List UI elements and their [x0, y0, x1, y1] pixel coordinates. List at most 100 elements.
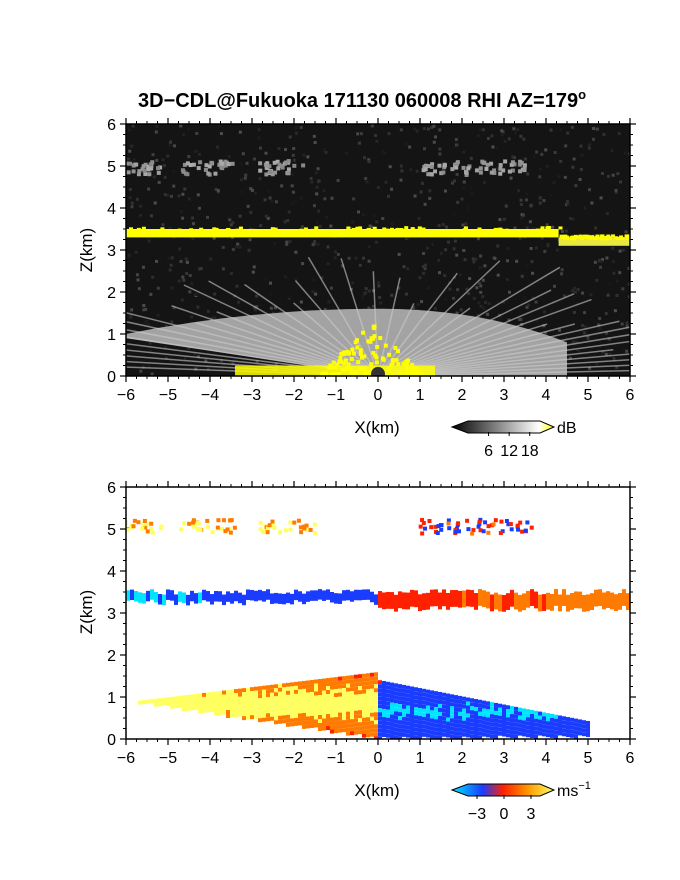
noise-pixel — [583, 206, 587, 210]
noise-pixel — [375, 220, 379, 224]
noise-pixel — [581, 324, 585, 328]
velocity-cell — [358, 694, 362, 699]
noise-pixel — [581, 291, 585, 295]
noise-pixel — [490, 134, 494, 138]
velocity-cell — [374, 700, 378, 705]
velocity-cell — [330, 689, 334, 694]
noise-pixel — [334, 250, 338, 254]
velocity-cell — [382, 680, 386, 685]
velocity-colorbar-bar — [450, 783, 556, 797]
noise-pixel — [142, 308, 146, 312]
noise-pixel — [178, 255, 182, 259]
velocity-cell — [378, 724, 382, 729]
velocity-cell — [322, 718, 326, 723]
noise-pixel — [187, 155, 191, 159]
velocity-cell — [486, 709, 490, 714]
reflectivity-patch — [466, 166, 471, 171]
noise-pixel — [448, 287, 452, 291]
x-tick-label: 0 — [374, 750, 383, 767]
velocity-cell — [322, 710, 326, 715]
velocity-patch-cell — [232, 525, 237, 530]
velocity-cell — [278, 687, 282, 692]
velocity-cell — [394, 723, 398, 728]
reflectivity-patch — [464, 171, 469, 176]
noise-pixel — [312, 278, 316, 282]
velocity-cell — [494, 706, 498, 711]
velocity-cell — [214, 691, 218, 696]
velocity-cell — [514, 722, 518, 727]
velocity-cell — [378, 688, 382, 693]
colorbar-tick-label: 0 — [500, 806, 509, 823]
velocity-patch-cell — [477, 521, 482, 526]
velocity-cell — [414, 707, 418, 712]
reflectivity-patch — [423, 167, 428, 172]
reflectivity-ray — [377, 272, 458, 376]
colorbar-tick-label: −3 — [468, 806, 486, 823]
velocity-layer-cell — [302, 593, 306, 605]
velocity-cell — [470, 706, 474, 711]
velocity-cell — [486, 717, 490, 722]
velocity-cell — [290, 682, 294, 687]
velocity-cell — [382, 716, 386, 721]
velocity-cell — [362, 725, 366, 730]
noise-pixel — [128, 188, 132, 192]
reflectivity-patch — [218, 159, 223, 164]
noise-pixel — [454, 138, 458, 142]
velocity-layer-cell — [374, 594, 378, 605]
y-tick-label: 6 — [107, 480, 116, 497]
reflectivity-ray — [377, 358, 630, 376]
velocity-cell — [398, 724, 402, 729]
noise-pixel — [413, 194, 417, 198]
velocity-cell — [266, 709, 270, 714]
reflectivity-patch — [264, 172, 269, 177]
velocity-layer-cell — [310, 590, 314, 601]
velocity-cell — [318, 719, 322, 723]
noise-pixel — [288, 240, 292, 244]
velocity-cell — [390, 702, 394, 707]
noise-pixel — [478, 282, 482, 286]
noise-pixel — [572, 340, 576, 344]
noise-pixel — [250, 188, 254, 192]
velocity-cell — [318, 711, 322, 715]
x-tick-label: −4 — [201, 750, 219, 767]
velocity-cell — [458, 719, 462, 724]
noise-pixel — [453, 179, 457, 183]
noise-pixel — [155, 124, 159, 128]
velocity-cell — [374, 696, 378, 701]
noise-pixel — [619, 180, 623, 184]
velocity-layer-cell — [382, 592, 386, 610]
velocity-layer-cell — [470, 590, 474, 607]
x-tick-label: 5 — [584, 387, 593, 404]
velocity-cell — [218, 703, 222, 707]
reflectivity-layer-edge — [535, 228, 540, 232]
noise-pixel — [290, 202, 294, 206]
velocity-cell — [458, 723, 462, 728]
velocity-cell — [150, 699, 154, 704]
velocity-cell — [182, 699, 186, 704]
velocity-cell — [474, 731, 478, 736]
velocity-patch-cell — [278, 530, 283, 535]
x-tick-label: −5 — [159, 387, 177, 404]
noise-pixel — [542, 199, 546, 203]
noise-pixel — [601, 232, 605, 236]
reflectivity-patch — [286, 171, 291, 176]
noise-pixel — [289, 151, 293, 155]
velocity-cell — [478, 711, 482, 716]
noise-pixel — [525, 305, 529, 309]
reflectivity-patch — [481, 160, 486, 165]
velocity-cell — [266, 717, 270, 722]
velocity-cell — [298, 693, 302, 698]
velocity-layer-cell — [226, 591, 230, 602]
velocity-cell — [314, 719, 318, 724]
velocity-cell — [510, 726, 514, 731]
velocity-cell — [534, 718, 538, 723]
reflectivity-core — [347, 351, 352, 356]
velocity-cell — [238, 700, 242, 705]
noise-pixel — [463, 258, 467, 262]
reflectivity-layer-edge — [595, 234, 600, 238]
velocity-cell — [262, 709, 266, 714]
velocity-cell — [266, 685, 270, 690]
velocity-cell — [398, 692, 402, 697]
velocity-cell — [490, 726, 494, 731]
noise-pixel — [615, 279, 619, 283]
